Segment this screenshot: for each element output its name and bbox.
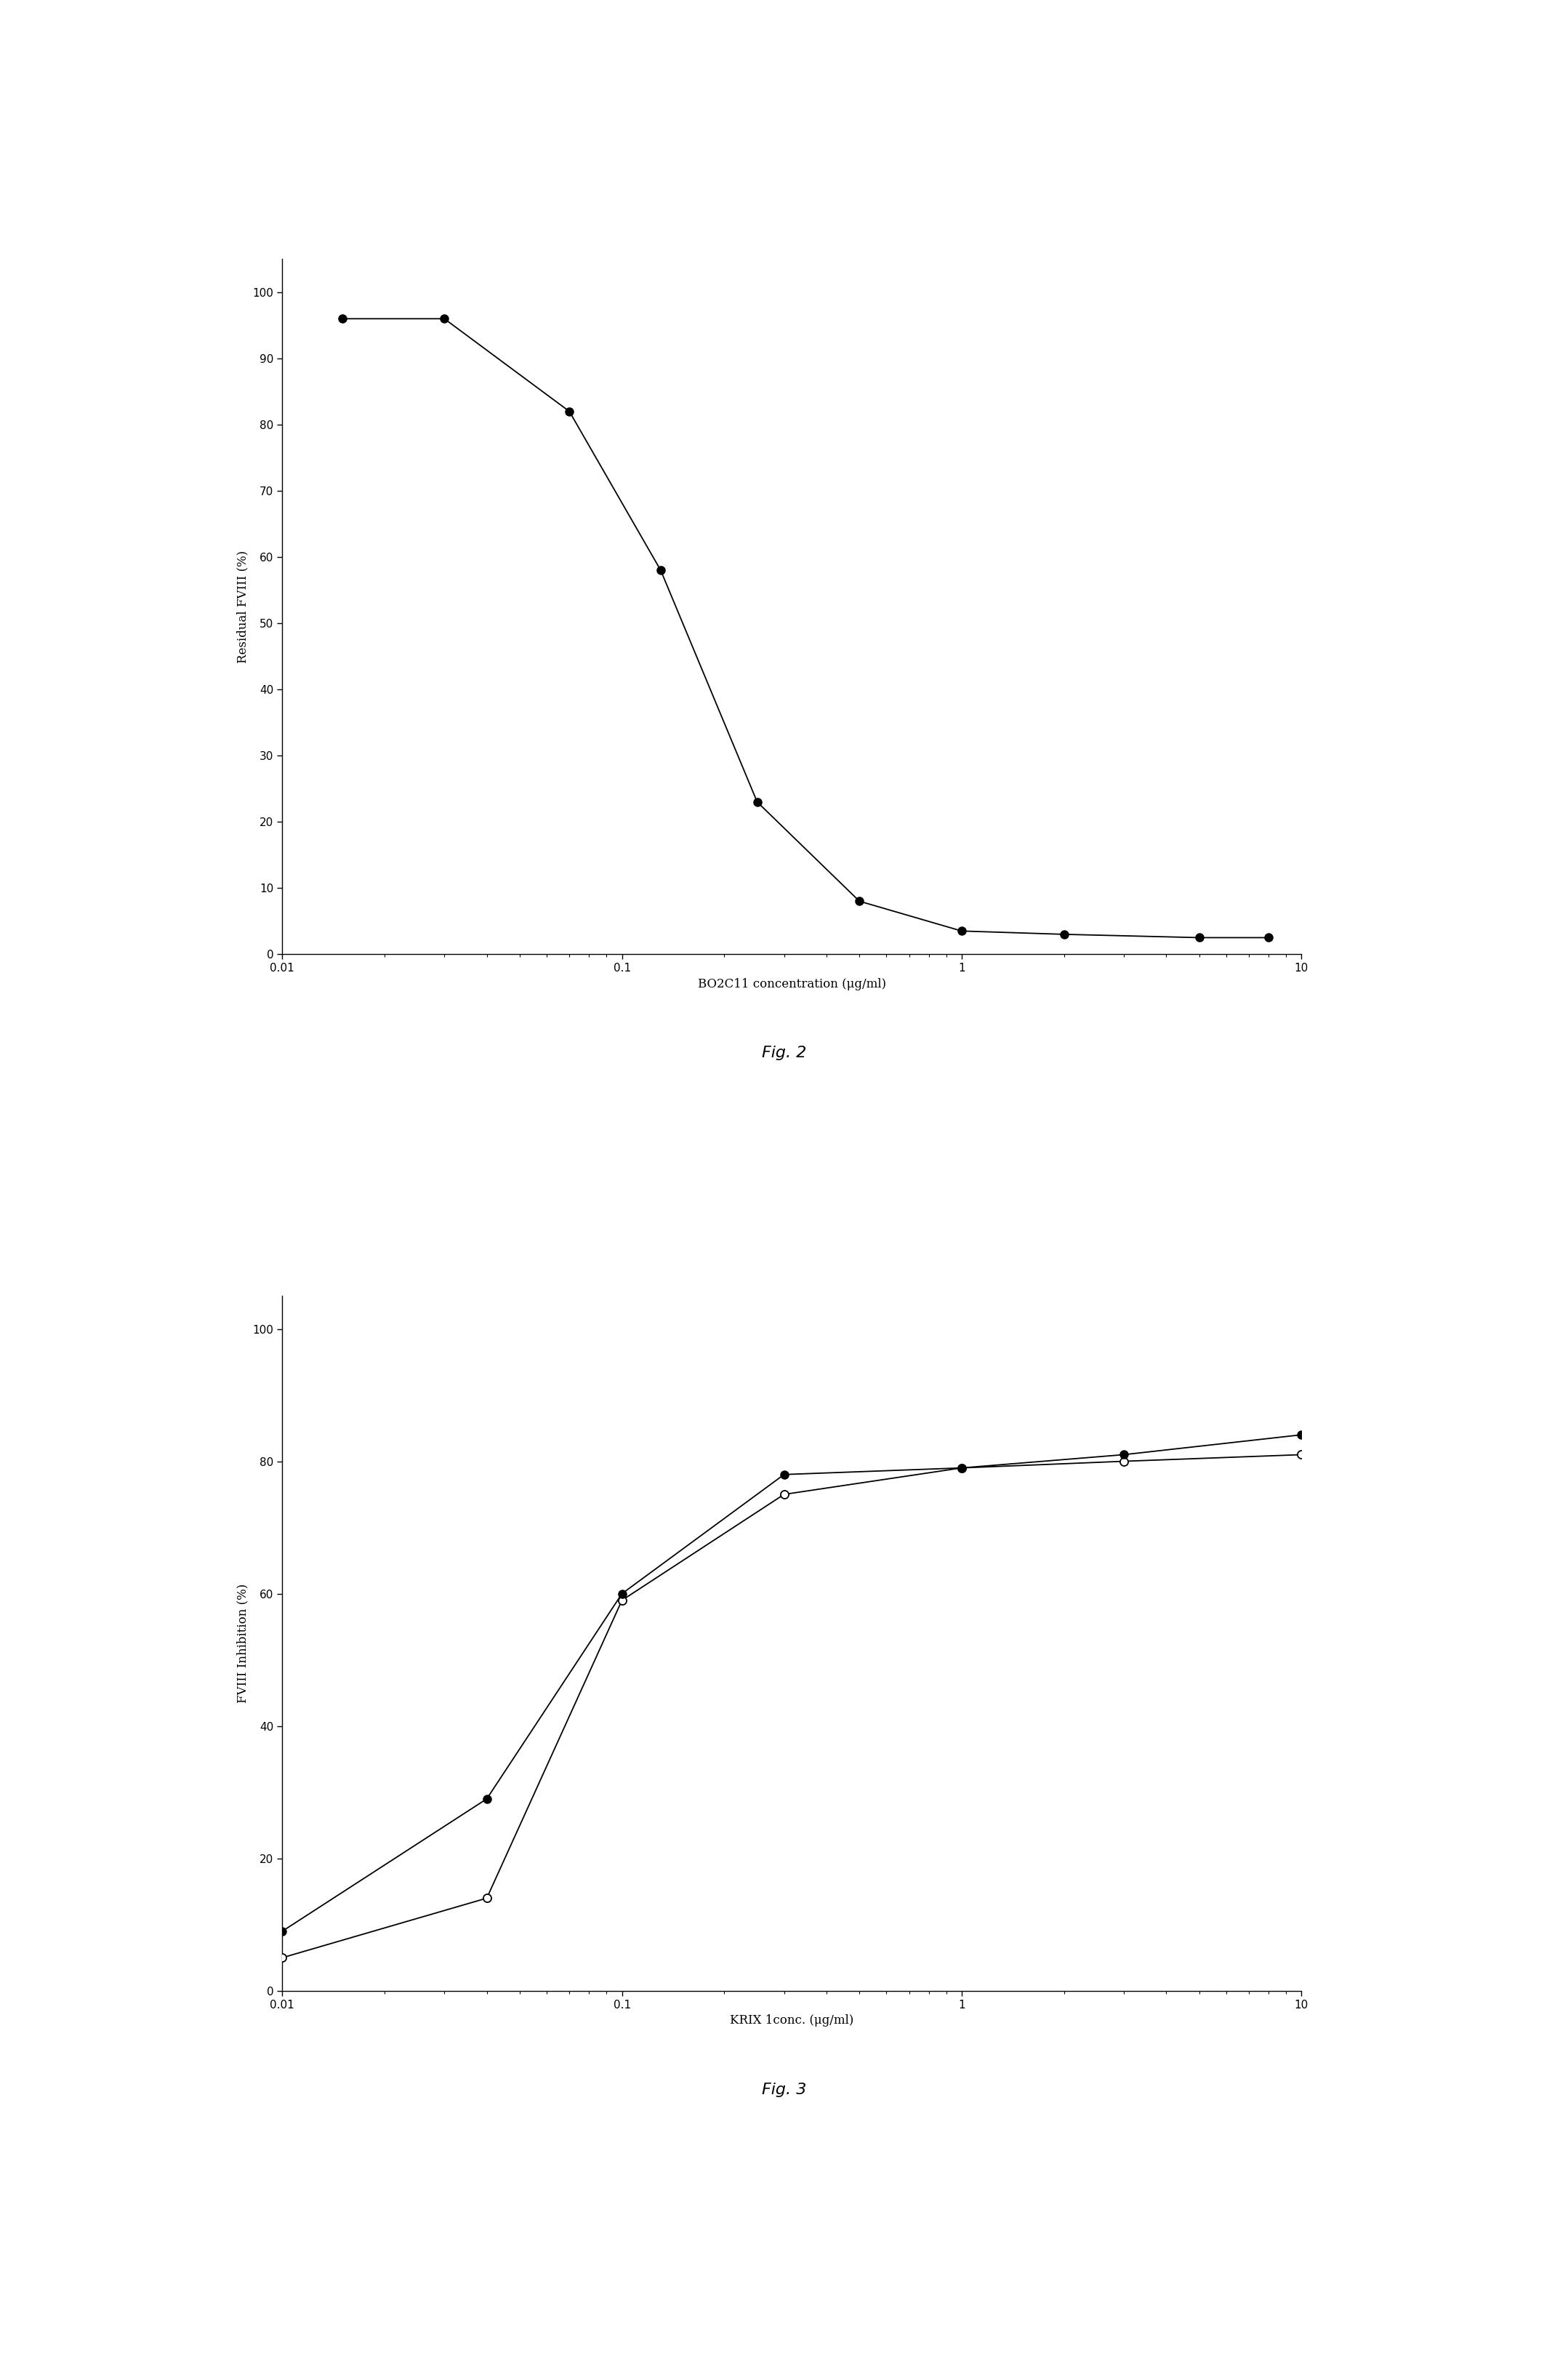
Y-axis label: Residual FVIII (%): Residual FVIII (%): [237, 551, 249, 662]
Text: Fig. 3: Fig. 3: [762, 2083, 806, 2097]
Y-axis label: FVIII Inhibition (%): FVIII Inhibition (%): [237, 1583, 249, 1703]
X-axis label: KRIX 1conc. (μg/ml): KRIX 1conc. (μg/ml): [731, 2014, 853, 2026]
X-axis label: BO2C11 concentration (μg/ml): BO2C11 concentration (μg/ml): [698, 978, 886, 990]
Text: Fig. 2: Fig. 2: [762, 1046, 806, 1060]
